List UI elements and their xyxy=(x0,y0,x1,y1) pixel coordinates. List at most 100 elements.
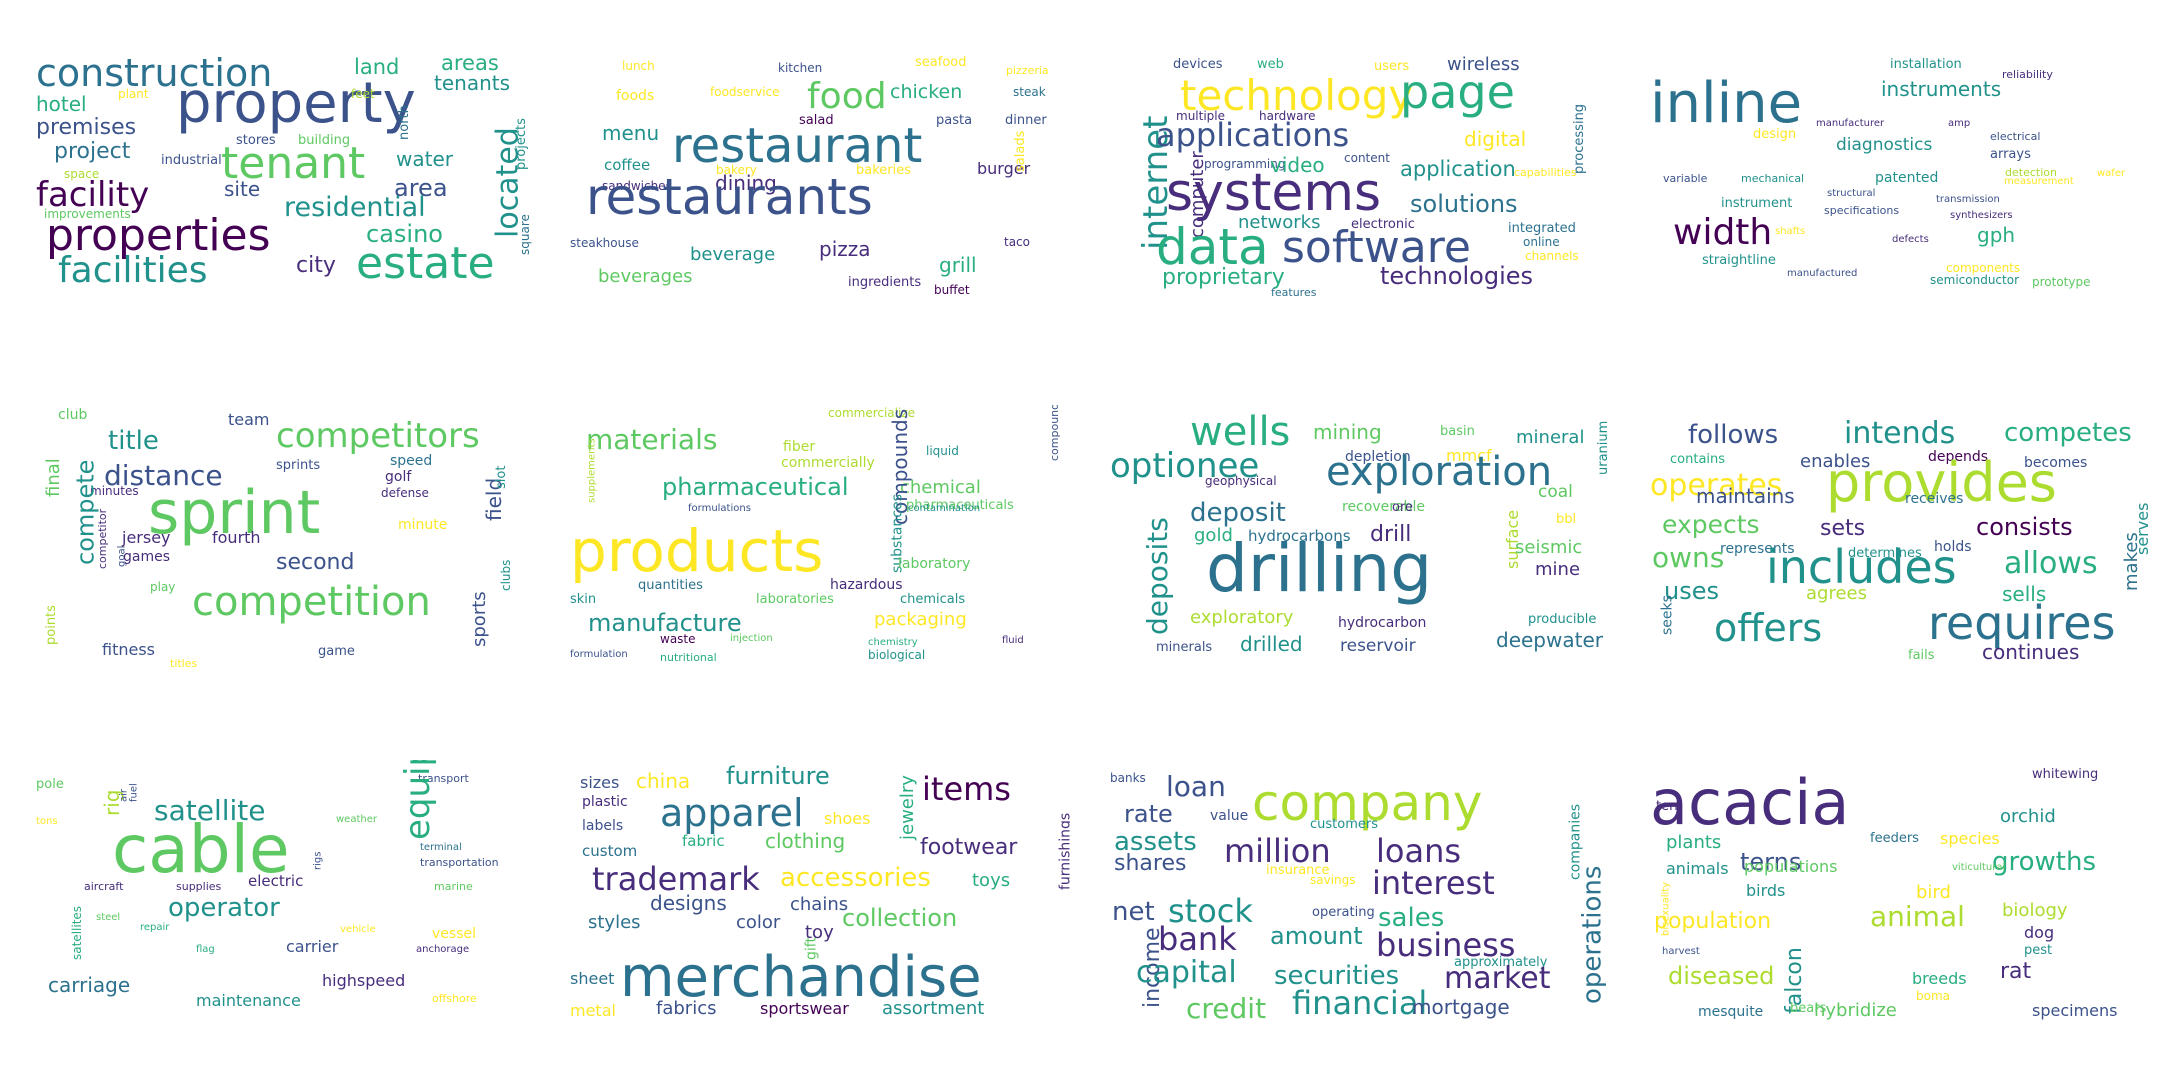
word-restaurant: restaurant xyxy=(672,118,922,174)
word-company: company xyxy=(1252,774,1482,832)
word-growths: growths xyxy=(1992,847,2096,877)
word-drilled: drilled xyxy=(1240,632,1303,656)
word-building: building xyxy=(298,133,350,148)
word-competes: competes xyxy=(2004,418,2132,448)
word-sportswear: sportswear xyxy=(760,999,849,1018)
word-terminal: terminal xyxy=(420,842,462,853)
word-plant: plant xyxy=(118,87,149,101)
word-customers: customers xyxy=(1310,817,1378,832)
word-competition: competition xyxy=(192,579,431,625)
word-slot: slot xyxy=(494,466,509,489)
word-specimens: specimens xyxy=(2032,1001,2117,1020)
word-gold: gold xyxy=(1194,525,1233,546)
word-furniture: furniture xyxy=(726,762,830,790)
word-acacia: acacia xyxy=(1650,766,1849,839)
word-banks: banks xyxy=(1110,771,1146,785)
word-hotel: hotel xyxy=(36,92,87,116)
word-plastic: plastic xyxy=(582,794,628,810)
wordcloud-sprint: club team title competitors final distance spr… xyxy=(36,405,536,675)
word-hardware: hardware xyxy=(1259,109,1316,123)
word-title: title xyxy=(108,426,159,456)
word-fitness: fitness xyxy=(102,640,155,659)
word-stores: stores xyxy=(236,133,276,148)
word-savings: savings xyxy=(1310,873,1356,887)
word-shoes: shoes xyxy=(824,809,870,828)
word-foods: foods xyxy=(616,88,654,104)
word-competitors: competitors xyxy=(276,416,480,456)
word-feet: feet xyxy=(351,87,375,101)
word-populations: populations xyxy=(1744,857,1837,876)
word-chemistry: chemistry xyxy=(868,637,918,648)
word-geophysical: geophysical xyxy=(1205,474,1277,488)
word-bakeries: bakeries xyxy=(856,163,911,178)
word-diagnostics: diagnostics xyxy=(1836,135,1932,155)
word-reservoir: reservoir xyxy=(1340,636,1416,656)
word-supplies: supplies xyxy=(176,880,222,893)
word-laboratory: laboratory xyxy=(898,556,970,572)
word-game: game xyxy=(318,644,355,659)
word-harvest: harvest xyxy=(1662,946,1700,957)
word-digital: digital xyxy=(1464,127,1526,151)
word-team: team xyxy=(228,410,270,429)
word-shares: shares xyxy=(1114,851,1186,876)
word-electronic: electronic xyxy=(1351,217,1415,232)
word-manufacture: manufacture xyxy=(588,609,742,637)
word-tern: tern xyxy=(1656,799,1682,814)
word-becomes: becomes xyxy=(2024,455,2087,471)
word-shafts: shafts xyxy=(1775,226,1805,237)
wordcloud-svg: wells mining basin mineral mmcf uranium option… xyxy=(1110,409,1610,656)
word-optionee: optionee xyxy=(1110,446,1259,486)
word-substances: substances xyxy=(890,494,906,573)
word-bbl: bbl xyxy=(1556,512,1576,527)
word-furnishings: furnishings xyxy=(1058,813,1070,890)
word-sprints: sprints xyxy=(276,458,320,473)
word-china: china xyxy=(636,769,690,793)
word-second: second xyxy=(276,550,354,575)
word-offers: offers xyxy=(1714,606,1822,650)
word-birds: birds xyxy=(1746,881,1785,900)
word-synthesizers: synthesizers xyxy=(1950,210,2013,221)
word-areas: areas xyxy=(441,51,499,75)
word-capital: capital xyxy=(1136,955,1237,990)
word-bakery: bakery xyxy=(716,163,757,177)
word-square: square xyxy=(518,214,532,255)
word-animal: animal xyxy=(1870,900,1965,933)
word-property: property xyxy=(176,71,416,136)
word-sheet: sheet xyxy=(570,969,614,988)
word-approximately: approximately xyxy=(1454,955,1548,970)
wordcloud-restaurant: lunch kitchen seafood pizzeria foods foodserv… xyxy=(570,50,1070,320)
word-income: income xyxy=(1140,927,1165,1008)
word-depends: depends xyxy=(1928,449,1988,465)
word-data: data xyxy=(1156,218,1269,276)
word-club: club xyxy=(58,407,87,423)
word-mine: mine xyxy=(1535,559,1580,580)
word-packaging: packaging xyxy=(874,609,967,630)
word-injection: injection xyxy=(730,633,773,644)
word-mechanical: mechanical xyxy=(1741,172,1804,185)
word-straightline: straightline xyxy=(1702,253,1776,268)
word-trademark: trademark xyxy=(592,860,760,898)
word-chicken: chicken xyxy=(890,81,962,103)
word-rat: rat xyxy=(2000,959,2032,984)
wordcloud-drilling: wells mining basin mineral mmcf uranium option… xyxy=(1110,405,1610,675)
word-coffee: coffee xyxy=(604,156,650,174)
word-area: area xyxy=(394,174,448,202)
word-requires: requires xyxy=(1928,596,2116,650)
word-color: color xyxy=(736,912,781,933)
word-marine: marine xyxy=(434,880,473,893)
word-biological: biological xyxy=(868,648,925,662)
word-wireless: wireless xyxy=(1447,54,1520,75)
wordcloud-products: commercialize compound materials fiber liqui… xyxy=(570,405,1070,675)
word-internet: internet xyxy=(1136,116,1176,250)
word-manufactured: manufactured xyxy=(1787,268,1857,279)
word-drilling: drilling xyxy=(1206,530,1432,607)
word-assets: assets xyxy=(1114,827,1197,857)
word-serves: serves xyxy=(2133,503,2150,555)
word-facility: facility xyxy=(36,175,149,215)
word-online: online xyxy=(1523,235,1560,249)
word-ore: ore xyxy=(1392,500,1413,515)
word-clubs: clubs xyxy=(499,560,513,591)
word-expects: expects xyxy=(1662,510,1760,539)
